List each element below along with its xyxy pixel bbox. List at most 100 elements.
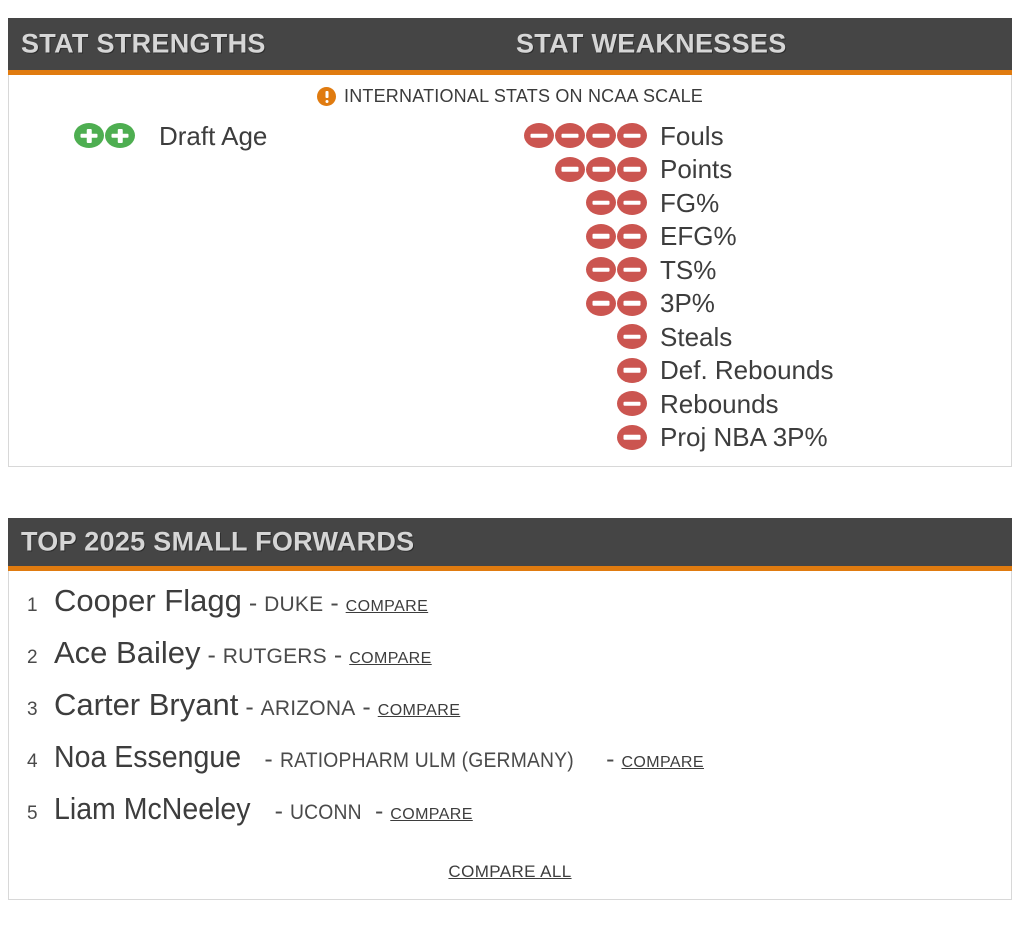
minus-badge-icon bbox=[586, 223, 616, 249]
badge-horizontal-bar bbox=[623, 401, 641, 406]
badge-horizontal-bar bbox=[623, 334, 641, 339]
compare-link[interactable]: COMPARE bbox=[345, 598, 429, 615]
stat-strengths-list: Draft Age bbox=[73, 119, 473, 153]
compare-link[interactable]: COMPARE bbox=[349, 650, 432, 667]
badge-horizontal-bar bbox=[623, 200, 641, 205]
player-rank-row: 2 Ace Bailey - RUTGERS - COMPARE bbox=[9, 635, 1011, 687]
stat-label: Def. Rebounds bbox=[660, 355, 834, 386]
stat-rating-icons bbox=[389, 424, 647, 450]
stat-rating-icons bbox=[389, 324, 647, 350]
badge-horizontal-bar bbox=[561, 133, 579, 138]
minus-badge-icon bbox=[617, 156, 647, 182]
separator-dash: - bbox=[362, 693, 371, 721]
rank-panel-body: 1 Cooper Flagg - DUKE - COMPARE 2 Ace Bailey - RU… bbox=[8, 571, 1012, 900]
badge-horizontal-bar bbox=[592, 267, 610, 272]
stat-row: Def. Rebounds bbox=[389, 354, 949, 388]
minus-badge-icon bbox=[617, 357, 647, 383]
stat-row: Proj NBA 3P% bbox=[389, 421, 949, 455]
badge-horizontal-bar bbox=[623, 301, 641, 306]
minus-badge-icon bbox=[617, 424, 647, 450]
warning-exclamation-icon bbox=[317, 87, 336, 106]
separator-dash: - bbox=[264, 745, 273, 773]
stat-row: Fouls bbox=[389, 119, 949, 153]
badge-horizontal-bar bbox=[623, 435, 641, 440]
compare-all-container: COMPARE ALL bbox=[9, 862, 1011, 882]
stat-rating-icons bbox=[389, 290, 647, 316]
stat-row: EFG% bbox=[389, 220, 949, 254]
stat-label: Steals bbox=[660, 321, 733, 352]
international-stats-note-text: INTERNATIONAL STATS ON NCAA SCALE bbox=[344, 86, 703, 106]
top-small-forwards-panel: TOP 2025 SMALL FORWARDS 1 Cooper Flagg - DU… bbox=[8, 518, 1012, 900]
stat-rating-icons bbox=[389, 156, 647, 182]
minus-badge-icon bbox=[617, 391, 647, 417]
player-rank-row: 4 Noa Essengue - RATIOPHARM ULM (GERMANY) - C… bbox=[9, 739, 1011, 791]
badge-horizontal-bar bbox=[592, 133, 610, 138]
minus-badge-icon bbox=[617, 324, 647, 350]
minus-badge-icon bbox=[586, 290, 616, 316]
stat-label: Fouls bbox=[660, 120, 724, 151]
stat-label: Draft Age bbox=[159, 120, 268, 151]
stat-rating-icons bbox=[389, 190, 647, 216]
stat-label: Points bbox=[660, 154, 733, 185]
compare-link[interactable]: COMPARE bbox=[621, 754, 704, 771]
player-rank-number: 1 bbox=[27, 595, 38, 616]
stat-weaknesses-heading: STAT WEAKNESSES bbox=[516, 28, 787, 59]
badge-horizontal-bar bbox=[561, 167, 579, 172]
stat-rating-icons bbox=[389, 223, 647, 249]
stat-label: EFG% bbox=[660, 221, 737, 252]
compare-all-link[interactable]: COMPARE ALL bbox=[448, 862, 572, 881]
stat-row: 3P% bbox=[389, 287, 949, 321]
player-name: Liam McNeeley bbox=[54, 791, 251, 826]
separator-dash: - bbox=[333, 641, 343, 669]
minus-badge-icon bbox=[586, 123, 616, 149]
stat-rating-icons bbox=[73, 123, 135, 149]
stat-rating-icons bbox=[389, 257, 647, 283]
badge-horizontal-bar bbox=[623, 167, 641, 172]
badge-vertical-bar bbox=[86, 128, 92, 143]
player-name: Cooper Flagg bbox=[54, 583, 242, 618]
player-rank-row: 1 Cooper Flagg - DUKE - COMPARE bbox=[9, 583, 1011, 635]
badge-vertical-bar bbox=[117, 128, 123, 143]
stat-label: Rebounds bbox=[660, 388, 779, 419]
player-team: RUTGERS bbox=[222, 645, 327, 668]
stat-label: FG% bbox=[660, 187, 720, 218]
player-team: UCONN bbox=[289, 801, 362, 824]
stat-strengths-weaknesses-panel: STAT STRENGTHS STAT WEAKNESSES INTERNATI… bbox=[8, 18, 1012, 467]
player-rank-number: 3 bbox=[27, 699, 38, 720]
player-team: RATIOPHARM ULM (GERMANY) bbox=[279, 749, 574, 772]
minus-badge-icon bbox=[617, 223, 647, 249]
separator-dash: - bbox=[330, 589, 339, 617]
separator-dash: - bbox=[248, 589, 258, 617]
minus-badge-icon bbox=[586, 257, 616, 283]
badge-horizontal-bar bbox=[592, 200, 610, 205]
player-rank-row: 3 Carter Bryant - ARIZONA - COMPARE bbox=[9, 687, 1011, 739]
player-rank-row: 5 Liam McNeeley - UCONN - COMPARE bbox=[9, 791, 1011, 843]
player-name: Ace Bailey bbox=[54, 635, 201, 670]
rank-panel-heading: TOP 2025 SMALL FORWARDS bbox=[21, 526, 415, 557]
stat-row: Rebounds bbox=[389, 387, 949, 421]
compare-link[interactable]: COMPARE bbox=[390, 806, 473, 823]
player-rank-number: 5 bbox=[27, 803, 38, 824]
minus-badge-icon bbox=[617, 257, 647, 283]
badge-horizontal-bar bbox=[592, 234, 610, 239]
compare-link[interactable]: COMPARE bbox=[377, 702, 461, 719]
stat-rating-icons bbox=[389, 123, 647, 149]
badge-horizontal-bar bbox=[623, 133, 641, 138]
player-team: DUKE bbox=[264, 593, 324, 616]
plus-badge-icon bbox=[105, 123, 135, 149]
stats-panel-body: INTERNATIONAL STATS ON NCAA SCALE Draft … bbox=[8, 75, 1012, 467]
separator-dash: - bbox=[374, 797, 384, 825]
minus-badge-icon bbox=[617, 290, 647, 316]
player-rank-list: 1 Cooper Flagg - DUKE - COMPARE 2 Ace Bailey - RU… bbox=[9, 583, 1011, 843]
badge-horizontal-bar bbox=[623, 267, 641, 272]
badge-horizontal-bar bbox=[592, 301, 610, 306]
player-rank-number: 4 bbox=[27, 751, 38, 772]
stat-row: FG% bbox=[389, 186, 949, 220]
minus-badge-icon bbox=[617, 123, 647, 149]
minus-badge-icon bbox=[586, 156, 616, 182]
stat-rating-icons bbox=[389, 357, 647, 383]
stat-row: Draft Age bbox=[73, 119, 473, 153]
badge-horizontal-bar bbox=[530, 133, 548, 138]
stat-strengths-heading: STAT STRENGTHS bbox=[21, 28, 266, 59]
